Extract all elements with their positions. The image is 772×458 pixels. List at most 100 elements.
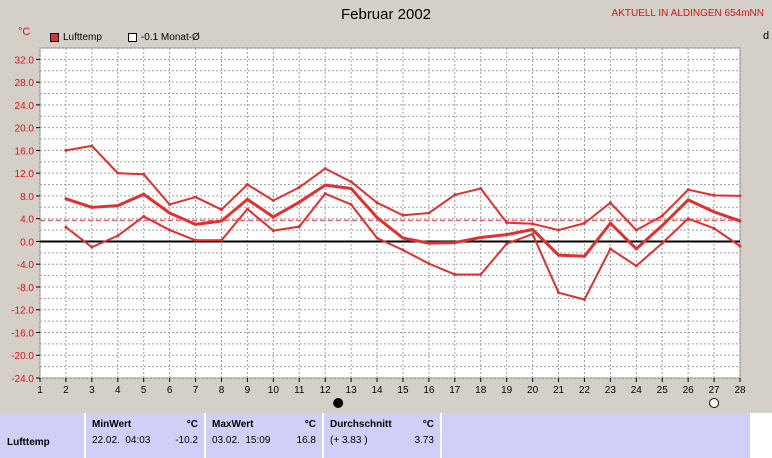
data-point: [142, 214, 146, 218]
data-point: [712, 193, 716, 197]
temperature-chart: 1 2 3 4 5 6 7 8 9 10 11 12 13 14 15 16 17 18 19 20 21 22 23 24 2…: [11, 47, 746, 408]
data-point: [557, 291, 561, 295]
legend: Lufttemp -0.1 Monat-Ø: [50, 32, 200, 43]
max-header: MaxWert: [212, 419, 254, 430]
max-unit: °C: [304, 419, 316, 430]
data-point: [168, 202, 172, 206]
data-point: [271, 215, 275, 219]
x-tick-label: 12: [320, 385, 332, 396]
y-tick-label: -12.0: [11, 306, 34, 317]
data-point: [505, 242, 509, 246]
y-tick-label: 24.0: [15, 101, 35, 112]
data-point: [505, 221, 509, 225]
y-tick-label: 16.0: [15, 146, 35, 157]
data-point: [142, 192, 146, 196]
legend-item-lufttemp[interactable]: Lufttemp: [50, 32, 102, 43]
data-point: [401, 248, 405, 252]
data-point: [557, 228, 561, 232]
y-tick-label: -24.0: [11, 374, 34, 385]
data-point: [738, 244, 742, 248]
data-point: [168, 211, 172, 215]
data-point: [142, 172, 146, 176]
station-label: AKTUELL IN ALDINGEN 654mNN: [611, 8, 764, 19]
data-point: [531, 228, 535, 231]
plot-area: [39, 47, 741, 379]
data-point: [686, 188, 690, 192]
legend-swatch-empty: [127, 33, 137, 42]
x-tick-label: 22: [579, 385, 591, 396]
avg-value: 3.73: [414, 435, 434, 446]
y-tick-label: 8.0: [20, 192, 34, 203]
x-tick-label: 24: [631, 385, 643, 396]
data-point: [271, 229, 275, 233]
y-tick-label: 20.0: [15, 124, 35, 135]
stats-avg-column: Durchschnitt °C (+ 3.83 ) 3.73: [324, 413, 440, 458]
data-point: [194, 222, 198, 226]
data-point: [427, 241, 431, 245]
stats-row-label: Lufttemp: [0, 413, 84, 458]
x-tick-label: 21: [553, 385, 565, 396]
data-point: [660, 224, 664, 228]
data-point: [219, 219, 223, 223]
data-point: [90, 144, 94, 148]
x-tick-label: 18: [475, 385, 487, 396]
data-point: [219, 208, 223, 212]
avg-unit: °C: [422, 419, 434, 430]
edge-letter: d: [763, 30, 770, 42]
x-tick-label: 7: [193, 385, 199, 396]
stats-max-column: MaxWert °C 03.02. 15:09 16.8: [206, 413, 322, 458]
x-tick-label: 4: [115, 385, 121, 396]
full-moon-icon: [709, 398, 720, 408]
data-point: [116, 204, 120, 208]
data-point: [660, 241, 664, 245]
data-point: [531, 222, 535, 226]
y-tick-label: 0.0: [20, 237, 34, 248]
data-point: [194, 238, 198, 242]
data-point: [479, 187, 483, 191]
data-point: [375, 216, 379, 220]
data-point: [582, 297, 586, 301]
data-point: [116, 234, 120, 238]
x-tick-label: 2: [63, 385, 69, 396]
min-date: 22.02.: [92, 435, 120, 446]
x-tick-label: 27: [709, 385, 721, 396]
data-point: [738, 194, 742, 198]
x-tick-label: 19: [501, 385, 513, 396]
data-point: [64, 197, 68, 201]
legend-swatch-filled: [50, 33, 59, 42]
data-point: [64, 225, 68, 229]
data-point: [90, 205, 94, 209]
data-point: [453, 241, 457, 245]
x-tick-label: 23: [605, 385, 617, 396]
data-point: [712, 210, 716, 214]
data-point: [245, 207, 249, 211]
data-point: [401, 236, 405, 240]
x-tick-label: 8: [219, 385, 225, 396]
data-point: [297, 185, 301, 189]
data-point: [712, 226, 716, 230]
y-tick-label: 12.0: [15, 169, 35, 180]
avg-delta: (+ 3.83 ): [330, 435, 368, 446]
data-point: [271, 198, 275, 202]
data-point: [634, 228, 638, 232]
data-point: [349, 180, 353, 184]
data-point: [323, 167, 327, 171]
data-point: [479, 272, 483, 276]
data-point: [738, 219, 742, 223]
data-point: [64, 148, 68, 152]
x-tick-label: 17: [449, 385, 461, 396]
data-point: [219, 238, 223, 242]
x-tick-label: 3: [89, 385, 95, 396]
data-point: [427, 262, 431, 266]
legend-label: Lufttemp: [63, 32, 102, 43]
data-point: [634, 264, 638, 268]
data-point: [453, 193, 457, 197]
x-tick-label: 1: [37, 385, 43, 396]
data-point: [349, 187, 353, 191]
legend-item-monat-avg[interactable]: -0.1 Monat-Ø: [127, 32, 200, 43]
data-point: [479, 235, 483, 239]
y-tick-label: 28.0: [15, 78, 35, 89]
x-tick-label: 15: [397, 385, 409, 396]
data-point: [116, 171, 120, 175]
y-tick-label: -16.0: [11, 328, 34, 339]
